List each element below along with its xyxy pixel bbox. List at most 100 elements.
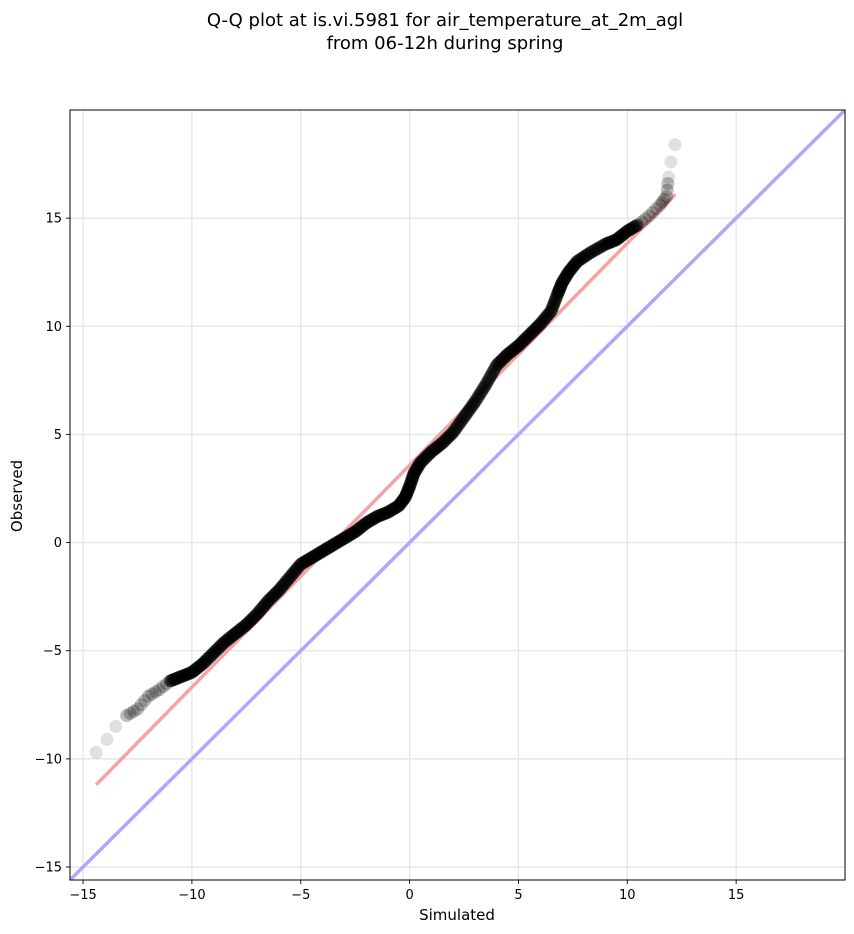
quantile-point xyxy=(566,260,580,274)
plot-frame xyxy=(69,109,846,881)
quantile-point xyxy=(565,261,579,275)
quantile-point xyxy=(661,177,675,191)
quantile-point xyxy=(460,406,474,420)
quantile-point xyxy=(491,357,505,371)
quantile-point xyxy=(227,628,241,642)
x-tick-label: −5 xyxy=(291,888,310,903)
quantile-point xyxy=(177,669,191,683)
quantile-point xyxy=(268,587,282,601)
quantile-point xyxy=(199,654,213,668)
quantile-point xyxy=(230,625,244,639)
quantile-point xyxy=(257,599,271,613)
quantile-point xyxy=(551,285,565,299)
quantile-point xyxy=(170,671,184,685)
quantile-point xyxy=(653,198,667,212)
quantile-point xyxy=(330,535,344,549)
quantile-point xyxy=(604,235,618,249)
x-tick-label: −10 xyxy=(178,888,205,903)
quantile-point xyxy=(130,702,144,716)
quantile-point xyxy=(292,559,306,573)
quantile-point xyxy=(166,673,180,687)
quantile-point xyxy=(558,271,572,285)
x-tick-label: 5 xyxy=(514,888,522,903)
quantile-point xyxy=(552,284,566,298)
quantile-point xyxy=(324,539,338,553)
quantile-point xyxy=(286,567,300,581)
quantile-point xyxy=(423,446,437,460)
quantile-point xyxy=(224,630,238,644)
quantile-point xyxy=(316,544,330,558)
quantile-point xyxy=(457,410,471,424)
quantile-point xyxy=(223,631,237,645)
quantile-point xyxy=(335,533,349,547)
quantile-point xyxy=(322,540,336,554)
quantile-point xyxy=(366,512,380,526)
quantile-point xyxy=(197,655,211,669)
quantile-point xyxy=(482,373,496,387)
quantile-point xyxy=(513,337,527,351)
quantile-point xyxy=(419,450,433,464)
quantile-point xyxy=(307,549,321,563)
quantile-point xyxy=(100,732,114,746)
quantile-point xyxy=(626,221,640,235)
quantile-point xyxy=(241,616,255,630)
quantile-point xyxy=(276,578,290,592)
quantile-point xyxy=(190,661,204,675)
quantile-point xyxy=(603,235,617,249)
quantile-point xyxy=(208,645,222,659)
quantile-point xyxy=(441,431,455,445)
quantile-point xyxy=(329,536,343,550)
quantile-point xyxy=(551,287,565,301)
quantile-point xyxy=(521,329,535,343)
quantile-point xyxy=(354,520,368,534)
quantile-point xyxy=(553,281,567,295)
quantile-point xyxy=(471,391,485,405)
quantile-point xyxy=(291,560,305,574)
quantile-point xyxy=(175,669,189,683)
quantile-point xyxy=(351,523,365,537)
quantile-point xyxy=(400,486,414,500)
quantile-point xyxy=(578,249,592,263)
quantile-point xyxy=(501,347,515,361)
quantile-point xyxy=(456,412,470,426)
quantile-point xyxy=(537,312,551,326)
quantile-point xyxy=(548,293,562,307)
quantile-point xyxy=(141,689,155,703)
quantile-point xyxy=(211,642,225,656)
quantile-point xyxy=(216,636,230,650)
quantile-point xyxy=(262,593,276,607)
quantile-point xyxy=(464,401,478,415)
quantile-point xyxy=(420,449,434,463)
quantile-point xyxy=(389,500,403,514)
quantile-point xyxy=(406,468,420,482)
plot-area xyxy=(69,109,846,881)
quantile-point xyxy=(657,192,671,206)
quantile-point xyxy=(627,220,641,234)
quantile-point xyxy=(556,275,570,289)
quantile-point xyxy=(109,719,123,733)
quantile-point xyxy=(569,256,583,270)
quantile-point xyxy=(393,498,407,512)
quantile-point xyxy=(461,404,475,418)
quantile-point xyxy=(619,225,633,239)
quantile-point xyxy=(402,481,416,495)
quantile-point xyxy=(404,474,418,488)
quantile-point xyxy=(332,535,346,549)
quantile-point xyxy=(189,662,203,676)
quantile-point xyxy=(649,202,663,216)
quantile-point xyxy=(662,170,676,184)
quantile-point xyxy=(339,530,353,544)
quantile-point xyxy=(271,585,285,599)
quantile-point xyxy=(360,515,374,529)
quantile-point xyxy=(611,232,625,246)
quantile-point xyxy=(226,629,240,643)
quantile-point xyxy=(185,665,199,679)
quantile-point xyxy=(422,447,436,461)
y-tick-label: −15 xyxy=(35,861,62,876)
quantile-point xyxy=(254,602,268,616)
quantile-point xyxy=(507,342,521,356)
quantile-point xyxy=(205,647,219,661)
quantile-point xyxy=(480,375,494,389)
quantile-point xyxy=(160,677,174,691)
